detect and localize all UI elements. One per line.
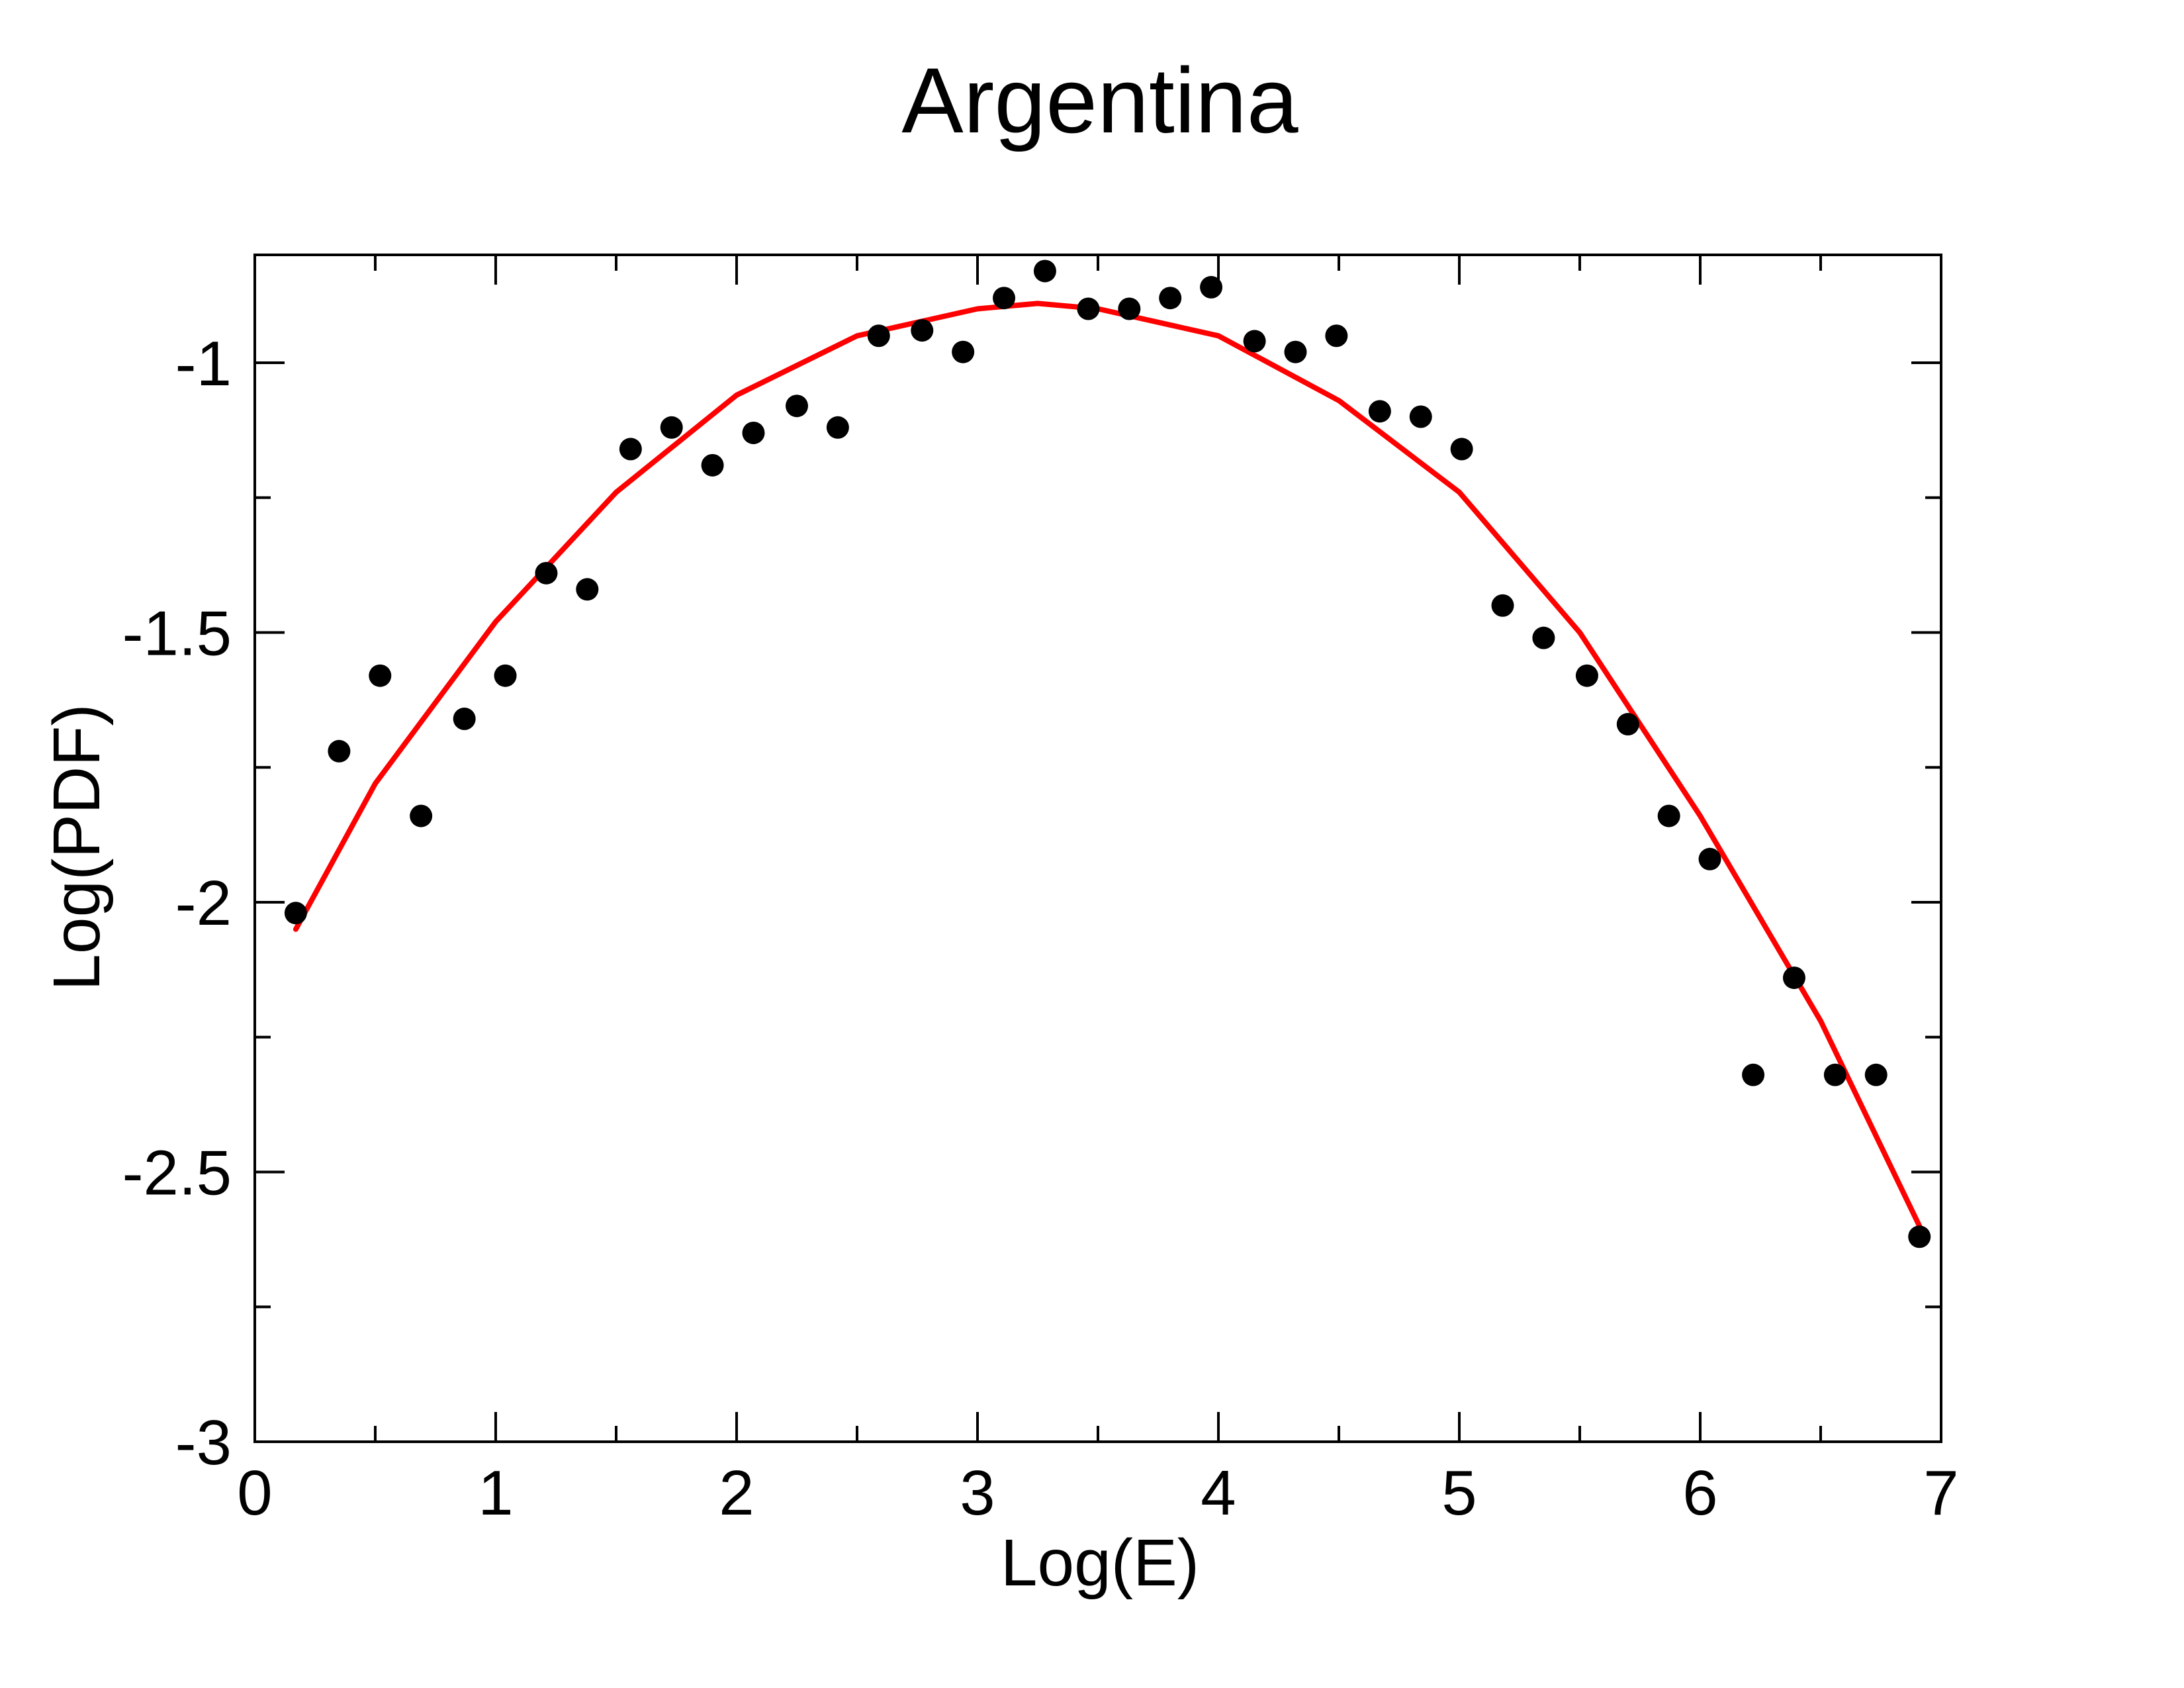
data-points-layer <box>284 259 1931 1248</box>
data-point <box>911 319 934 342</box>
data-point <box>701 453 724 477</box>
axis-tick-labels: 0 1 2 3 4 5 6 7 -3 -2.5 -2 -1.5 -1 <box>122 328 1959 1528</box>
data-point <box>1284 340 1307 363</box>
x-axis-label: Log(E) <box>1001 1526 1199 1600</box>
y-tick-label: -1.5 <box>122 598 232 669</box>
data-point <box>1491 594 1514 617</box>
data-point <box>1159 287 1182 310</box>
data-point <box>1243 330 1266 353</box>
data-point <box>1742 1063 1765 1086</box>
data-point <box>952 340 975 363</box>
data-point <box>1575 664 1598 687</box>
data-point <box>1368 400 1391 423</box>
data-point <box>576 578 599 601</box>
data-point <box>1823 1063 1846 1086</box>
data-point <box>1616 713 1639 736</box>
data-point <box>1118 297 1141 320</box>
x-tick-label: 7 <box>1923 1458 1958 1528</box>
data-point <box>1325 324 1348 348</box>
data-point <box>494 664 517 687</box>
y-axis-label: Log(PDF) <box>40 704 114 990</box>
data-point <box>1864 1063 1888 1086</box>
y-tick-label: -2 <box>175 868 232 939</box>
x-tick-label: 2 <box>719 1458 754 1528</box>
data-point <box>1657 804 1680 827</box>
y-tick-label: -2.5 <box>122 1138 232 1209</box>
data-point <box>867 324 890 348</box>
data-point <box>1409 405 1432 428</box>
data-point <box>1908 1225 1931 1248</box>
data-point <box>535 561 558 585</box>
data-point <box>1532 626 1555 649</box>
data-point <box>660 416 683 439</box>
y-tick-label: -3 <box>175 1407 232 1478</box>
data-point <box>1698 847 1721 870</box>
data-point <box>993 287 1016 310</box>
data-point <box>328 739 351 763</box>
fit-curve <box>293 301 1923 1229</box>
y-tick-label: -1 <box>175 328 232 399</box>
data-point <box>786 395 808 418</box>
data-point <box>1450 438 1473 461</box>
axis-ticks <box>253 255 1942 1443</box>
data-point <box>619 438 642 461</box>
x-tick-label: 0 <box>237 1458 272 1528</box>
data-point <box>1077 297 1100 320</box>
data-point <box>453 707 476 730</box>
fit-curve-layer <box>293 301 1923 1229</box>
data-point <box>1782 966 1805 990</box>
plot-frame <box>253 254 1942 1443</box>
data-point <box>1033 259 1056 283</box>
data-point <box>742 421 765 444</box>
x-tick-label: 1 <box>478 1458 513 1528</box>
chart-title: Argentina <box>901 48 1298 152</box>
data-point <box>369 664 392 687</box>
data-point <box>284 902 307 925</box>
x-tick-label: 3 <box>960 1458 995 1528</box>
x-tick-label: 5 <box>1441 1458 1477 1528</box>
x-tick-label: 4 <box>1201 1458 1236 1528</box>
data-point <box>826 416 849 439</box>
x-tick-label: 6 <box>1682 1458 1717 1528</box>
data-point <box>1200 275 1223 299</box>
data-point <box>410 804 433 827</box>
